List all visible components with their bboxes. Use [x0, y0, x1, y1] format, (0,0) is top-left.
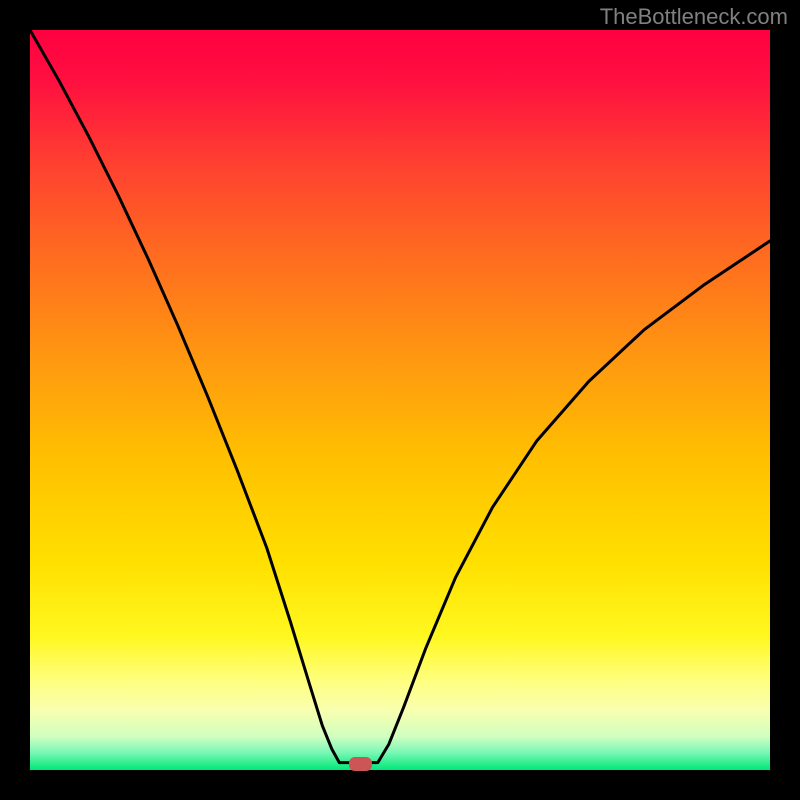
- gradient-background: [30, 30, 770, 770]
- watermark-text: TheBottleneck.com: [600, 4, 788, 30]
- plot-svg: [30, 30, 770, 770]
- valley-marker: [349, 757, 372, 771]
- plot-area: [30, 30, 770, 770]
- outer-frame: TheBottleneck.com: [0, 0, 800, 800]
